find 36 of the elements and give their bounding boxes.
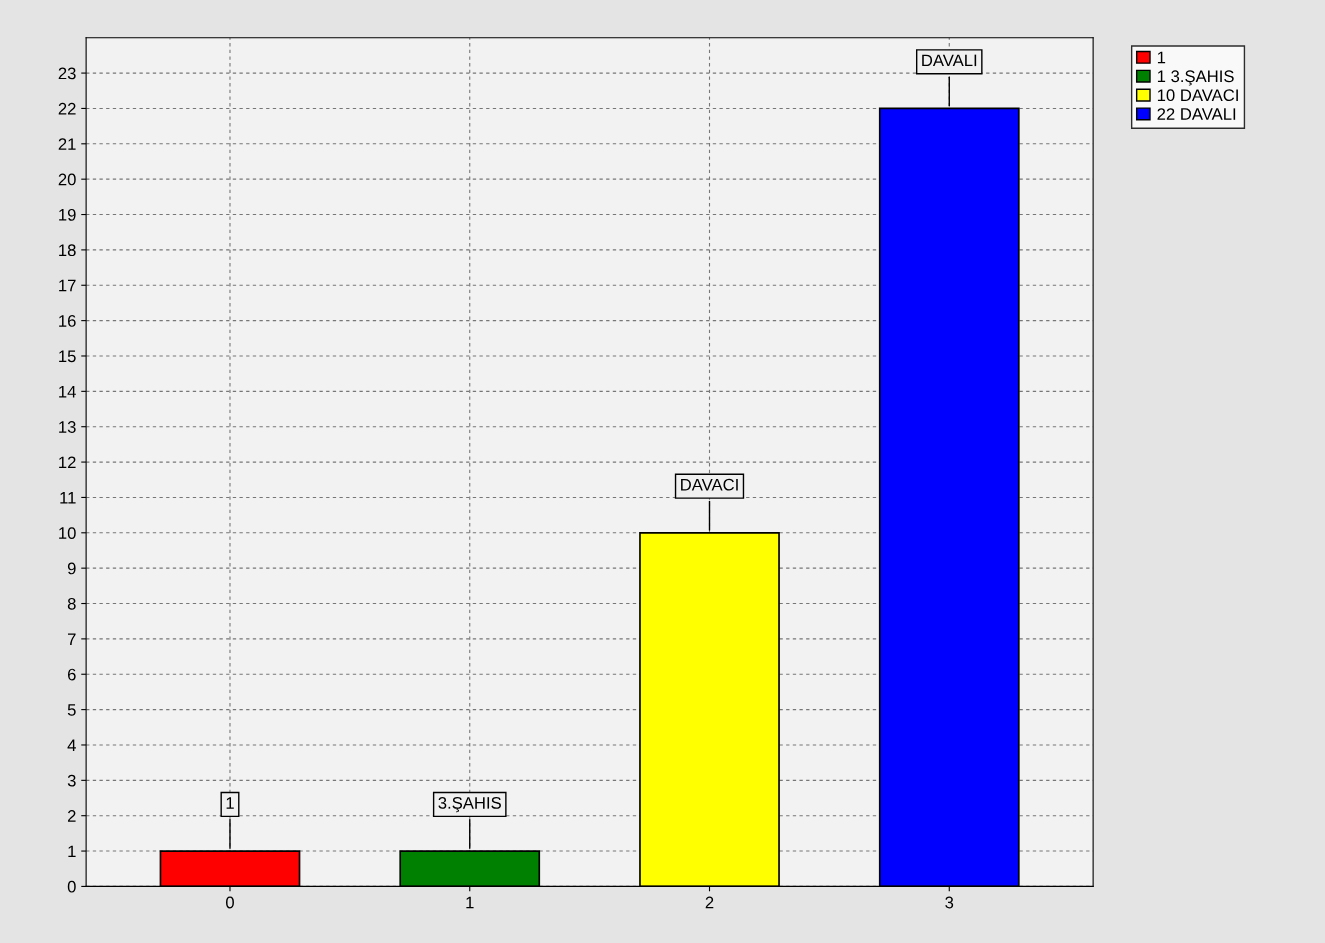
y-tick-label: 8	[67, 597, 76, 610]
y-tick-label: 11	[60, 492, 76, 504]
annotation: DAVACI	[681, 478, 738, 491]
y-tick-label: 23	[58, 67, 76, 80]
x-tick-label: 1	[466, 896, 474, 909]
y-tick-label: 17	[59, 279, 76, 292]
y-tick-label: 6	[67, 668, 76, 681]
y-tick-label: 16	[59, 315, 76, 327]
y-tick-label: 19	[59, 208, 76, 221]
y-tick-label: 21	[58, 138, 76, 150]
y-tick-label: 4	[67, 739, 76, 752]
x-tick-label: 2	[705, 896, 714, 909]
y-tick-label: 2	[67, 810, 76, 822]
y-tick-label: 1	[68, 845, 76, 858]
y-tick-label: 0	[67, 880, 76, 893]
y-tick-label: 20	[58, 173, 76, 186]
y-tick-label: 12	[59, 456, 76, 469]
legend-label: 1 3.ŞAHIS	[1157, 70, 1234, 86]
y-tick-label: 3	[67, 774, 76, 787]
annotation: 3.ŞAHIS	[438, 797, 501, 813]
annotation: DAVALI	[922, 54, 977, 67]
y-tick-label: 5	[67, 704, 76, 716]
y-tick-label: 14	[59, 385, 76, 398]
legend-label: 1	[1157, 51, 1166, 64]
y-tick-label: 22	[58, 102, 76, 115]
legend-label: 10 DAVACI	[1157, 89, 1238, 102]
y-tick-label: 10	[59, 527, 76, 539]
annotation: 1	[226, 797, 234, 809]
y-tick-label: 13	[59, 421, 76, 433]
y-tick-label: 18	[59, 244, 76, 257]
y-tick-label: 15	[59, 350, 76, 363]
x-tick-label: 0	[226, 896, 234, 909]
y-tick-label: 7	[67, 633, 76, 645]
legend-label: 22 DAVALI	[1157, 108, 1236, 120]
x-tick-label: 3	[945, 896, 954, 909]
y-tick-label: 9	[67, 562, 76, 575]
